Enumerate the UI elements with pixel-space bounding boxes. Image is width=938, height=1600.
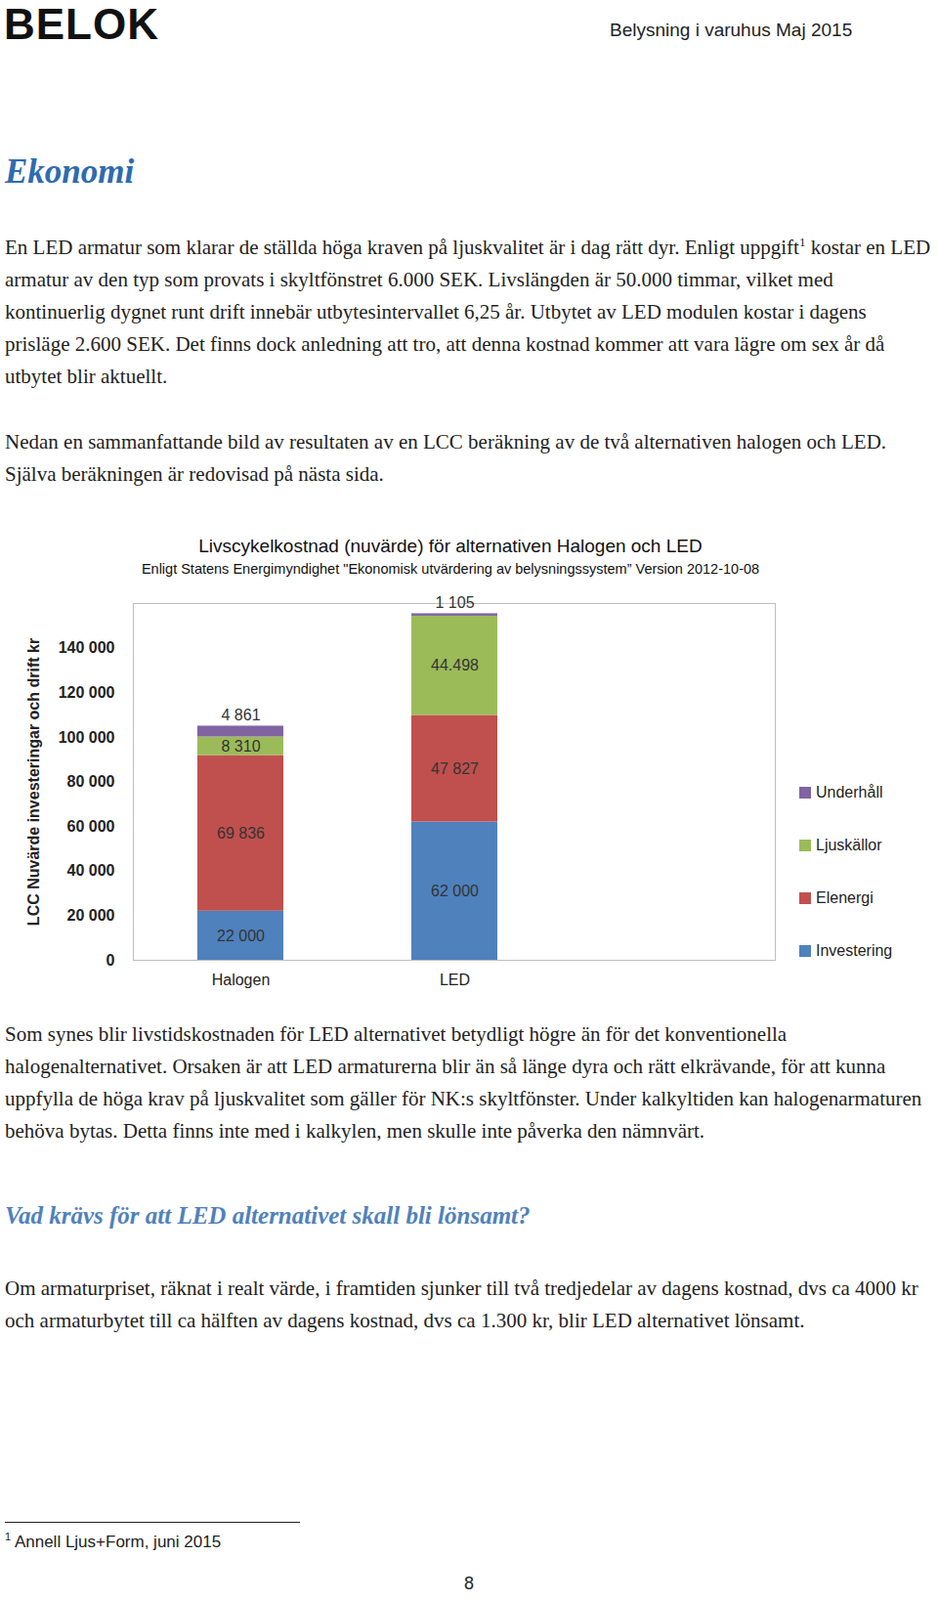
html-text:Livscykelkostnad (nuvärde) för: Livscykelkostnad (nuvärde) för alternati… xyxy=(198,535,703,556)
svg-text:Halogen: Halogen xyxy=(212,971,271,988)
html-text:Nedan en sammanfattande bild a: Nedan en sammanfattande bild av resultat… xyxy=(4,429,887,486)
svg-text:22 000: 22 000 xyxy=(216,927,265,944)
html-text:Ekonomi: Ekonomi xyxy=(4,152,135,191)
svg-text:62 000: 62 000 xyxy=(430,882,479,899)
svg-text:140 000: 140 000 xyxy=(58,639,116,656)
svg-text:0: 0 xyxy=(106,951,116,969)
svg-text:1 105: 1 105 xyxy=(434,594,474,611)
html-text:Investering: Investering xyxy=(815,941,893,959)
html-text:8: 8 xyxy=(464,1573,474,1593)
html-text:Vad krävs för att LED alternat: Vad krävs för att LED alternativet skall… xyxy=(4,1201,531,1229)
svg-text:8 310: 8 310 xyxy=(220,737,260,755)
svg-text:LED: LED xyxy=(439,971,470,988)
html-text:Enligt Statens Energimyndighet: Enligt Statens Energimyndighet "Ekonomis… xyxy=(141,560,760,577)
svg-text:40 000: 40 000 xyxy=(67,861,116,879)
svg-text:44.498: 44.498 xyxy=(430,656,479,674)
svg-text:80 000: 80 000 xyxy=(67,772,116,790)
svg-text:69 836: 69 836 xyxy=(216,824,265,842)
svg-text:47 827: 47 827 xyxy=(430,760,479,777)
svg-text:LCC Nuvärde investeringar och: LCC Nuvärde investeringar och drift kr xyxy=(25,638,43,926)
html-text:Som synes blir livstidskostnad: Som synes blir livstidskostnaden för LED… xyxy=(4,1022,922,1143)
html-text:BELOK: BELOK xyxy=(3,0,160,48)
html-text:Belysning i varuhus Maj 2015: Belysning i varuhus Maj 2015 xyxy=(609,19,853,41)
html-text:Om armaturpriset, räknat i rea: Om armaturpriset, räknat i realt värde, … xyxy=(4,1276,919,1332)
svg-text:20 000: 20 000 xyxy=(67,906,116,924)
svg-text:120 000: 120 000 xyxy=(58,683,116,701)
svg-text:4 861: 4 861 xyxy=(220,706,260,724)
svg-text:100 000: 100 000 xyxy=(58,727,116,745)
html-text:En LED armatur som klarar de s: En LED armatur som klarar de ställda hög… xyxy=(4,234,931,388)
html-text:Elenergi: Elenergi xyxy=(815,889,874,906)
html-text:Underhåll: Underhåll xyxy=(815,783,883,801)
svg-text:60 000: 60 000 xyxy=(67,817,116,835)
html-text:Ljuskällor: Ljuskällor xyxy=(815,836,882,853)
html-text:1Annell Ljus+Form, juni 2015: 1Annell Ljus+Form, juni 2015 xyxy=(4,1530,221,1551)
